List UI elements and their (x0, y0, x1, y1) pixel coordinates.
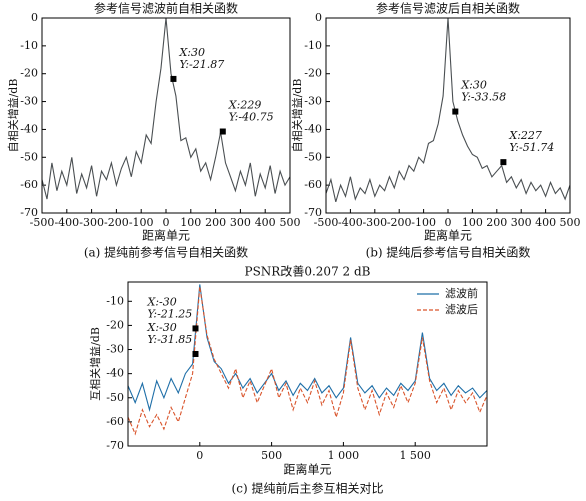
legend-label: 滤波后 (445, 303, 478, 316)
data-tip-marker (219, 128, 226, 135)
x-axis-label: 距离单元 (424, 228, 472, 243)
x-tick-label: -500 (30, 216, 55, 229)
legend-label: 滤波前 (445, 286, 478, 300)
x-tick-label: -100 (411, 216, 436, 229)
x-tick-label: -500 (314, 216, 339, 229)
y-axis-label: 互相关增益/dB (88, 327, 102, 401)
data-tip-marker (500, 159, 507, 166)
x-tick-label: 1 500 (399, 449, 431, 462)
y-tick-label: -20 (304, 67, 322, 80)
data-tip-y: Y:-51.74 (509, 141, 554, 154)
x-tick-label: 0 (163, 216, 170, 229)
data-tip-marker (170, 75, 177, 82)
y-tick-label: -30 (304, 95, 322, 108)
x-tick-label: -400 (54, 216, 79, 229)
x-tick-label: 300 (511, 216, 532, 229)
x-tick-label: 400 (535, 216, 556, 229)
x-tick-label: -400 (338, 216, 363, 229)
data-tip-y: Y:-33.58 (461, 91, 506, 104)
caption: (c) 提纯前后主参互相关对比 (232, 481, 384, 496)
x-tick-label: 200 (486, 216, 507, 229)
x-tick-label: -100 (129, 216, 154, 229)
data-tip-marker (452, 108, 459, 115)
data-tip-x: X:227 (508, 129, 542, 142)
series-line (128, 286, 487, 436)
x-tick-label: 0 (196, 449, 203, 462)
x-tick-label: 500 (560, 216, 581, 229)
data-tip-y: Y:-21.87 (179, 58, 224, 71)
axes-frame (41, 17, 291, 214)
chart-title: PSNR改善0.207 2 dB (245, 264, 371, 279)
data-tip-marker (192, 325, 199, 332)
series-line (326, 18, 570, 203)
y-tick-label: -40 (106, 367, 124, 380)
data-tip-y: Y:-31.85 (147, 333, 192, 346)
y-tick-label: -70 (106, 439, 124, 452)
y-tick-label: 0 (315, 11, 322, 24)
x-tick-label: 500 (261, 449, 282, 462)
axes-frame (127, 281, 488, 447)
x-tick-label: 100 (180, 216, 201, 229)
y-tick-label: -50 (20, 150, 38, 163)
plot-area (326, 18, 570, 203)
x-tick-label: -300 (362, 216, 387, 229)
y-tick-label: -70 (20, 206, 38, 219)
axes-frame (325, 17, 571, 214)
y-tick-label: -50 (304, 150, 322, 163)
data-tip-y: Y:-40.75 (229, 111, 274, 124)
x-tick-label: 200 (205, 216, 226, 229)
plot-area (128, 284, 487, 436)
data-tip-x: X:-30 (146, 321, 176, 334)
y-tick-label: -20 (106, 318, 124, 331)
y-axis-label: 自相关增益/dB (290, 79, 304, 153)
x-tick-label: -200 (104, 216, 129, 229)
x-tick-label: 0 (445, 216, 452, 229)
y-tick-label: -20 (20, 67, 38, 80)
y-tick-label: -10 (304, 39, 322, 52)
x-tick-label: -200 (387, 216, 412, 229)
y-tick-label: -60 (304, 178, 322, 191)
y-tick-label: -30 (20, 95, 38, 108)
data-tip-marker (192, 350, 199, 357)
y-tick-label: 0 (31, 11, 38, 24)
y-axis-label: 自相关增益/dB (6, 79, 20, 153)
x-tick-label: 1 000 (328, 449, 360, 462)
y-tick-label: -60 (20, 178, 38, 191)
data-tip-y: Y:-21.25 (147, 307, 192, 320)
x-tick-label: 500 (280, 216, 301, 229)
chart-title: 参考信号滤波后自相关函数 (376, 1, 520, 16)
caption: (a) 提纯前参考信号自相关函数 (84, 245, 248, 260)
x-tick-label: 400 (255, 216, 276, 229)
plot-area (42, 18, 290, 200)
x-tick-label: 100 (462, 216, 483, 229)
series-line (42, 18, 290, 200)
caption: (b) 提纯后参考信号自相关函数 (366, 245, 531, 260)
y-tick-label: -10 (106, 294, 124, 307)
data-tip-x: X:-30 (146, 295, 176, 308)
chart-title: 参考信号滤波前自相关函数 (94, 1, 238, 16)
data-tip-x: X:30 (178, 46, 205, 59)
y-tick-label: -70 (304, 206, 322, 219)
y-tick-label: -40 (304, 122, 322, 135)
y-tick-label: -40 (20, 122, 38, 135)
y-tick-label: -30 (106, 343, 124, 356)
x-axis-label: 距离单元 (283, 462, 331, 477)
y-tick-label: -50 (106, 391, 124, 404)
y-tick-label: -60 (106, 415, 124, 428)
y-tick-label: -10 (20, 39, 38, 52)
x-tick-label: 300 (230, 216, 251, 229)
data-tip-x: X:30 (460, 79, 487, 92)
x-axis-label: 距离单元 (142, 228, 190, 243)
data-tip-x: X:229 (228, 99, 262, 112)
x-tick-label: -300 (79, 216, 104, 229)
